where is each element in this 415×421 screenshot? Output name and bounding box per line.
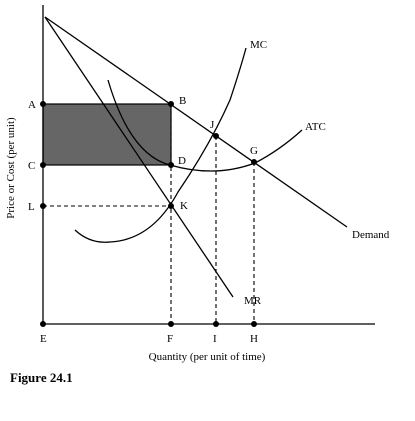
x-axis-title: Quantity (per unit of time) bbox=[149, 351, 266, 363]
label-A: A bbox=[28, 99, 36, 111]
point-C bbox=[40, 162, 46, 168]
point-I bbox=[213, 321, 219, 327]
label-F: F bbox=[167, 333, 173, 345]
label-L: L bbox=[28, 201, 35, 213]
point-J bbox=[213, 133, 219, 139]
figure-caption: Figure 24.1 bbox=[10, 370, 73, 385]
point-E bbox=[40, 321, 46, 327]
label-demand: Demand bbox=[352, 229, 390, 241]
label-mc: MC bbox=[250, 39, 267, 51]
mr-curve bbox=[44, 16, 234, 298]
point-F bbox=[168, 321, 174, 327]
point-K bbox=[168, 203, 174, 209]
label-B: B bbox=[179, 95, 186, 107]
label-D: D bbox=[178, 155, 186, 167]
label-mr: MR bbox=[244, 295, 262, 307]
label-G: G bbox=[250, 145, 258, 157]
label-I: I bbox=[213, 333, 217, 345]
point-A bbox=[40, 101, 46, 107]
point-B bbox=[168, 101, 174, 107]
point-L bbox=[40, 203, 46, 209]
label-J: J bbox=[210, 119, 215, 131]
label-atc: ATC bbox=[305, 121, 326, 133]
label-C: C bbox=[28, 160, 35, 172]
demand-curve bbox=[44, 16, 348, 228]
atc-curve bbox=[107, 79, 303, 172]
label-H: H bbox=[250, 333, 258, 345]
mc-curve bbox=[74, 47, 247, 243]
point-G bbox=[251, 159, 257, 165]
label-E: E bbox=[40, 333, 47, 345]
y-axis-title: Price or Cost (per unit) bbox=[5, 117, 17, 219]
points bbox=[40, 101, 257, 327]
point-D bbox=[168, 162, 174, 168]
label-K: K bbox=[180, 200, 188, 212]
point-H bbox=[251, 321, 257, 327]
